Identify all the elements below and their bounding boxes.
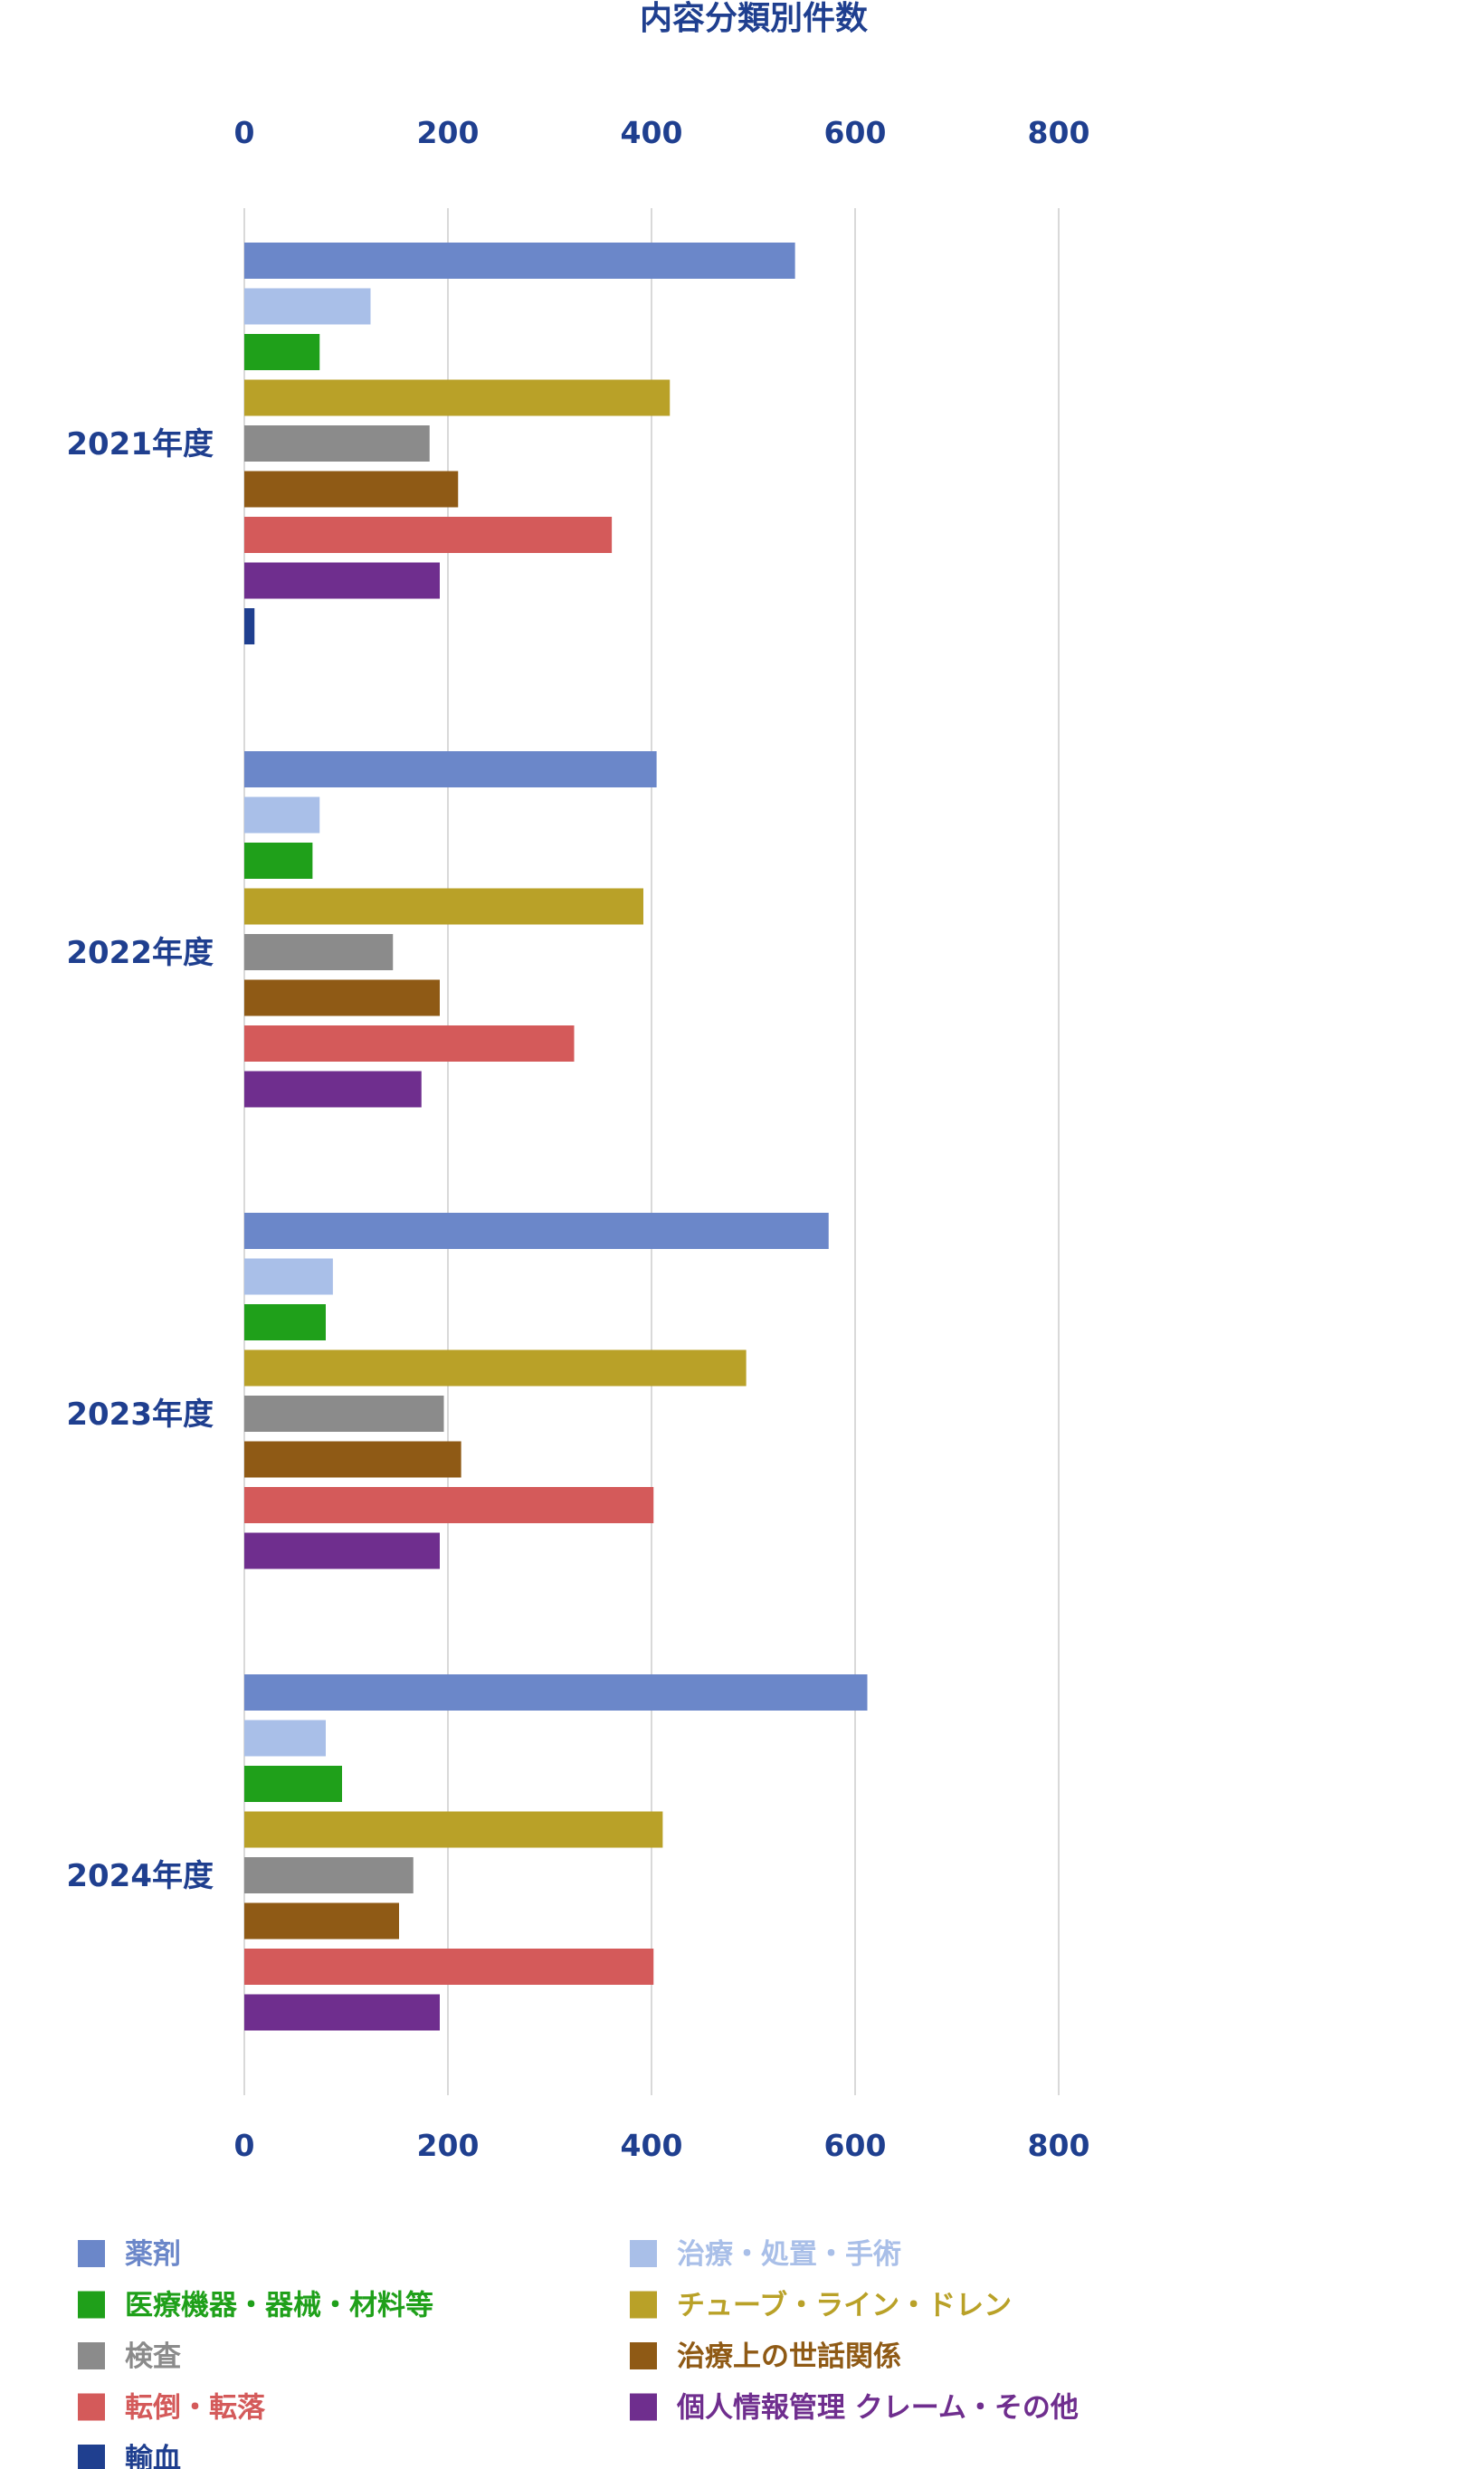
bars bbox=[244, 243, 868, 2031]
x-tick-label-bottom: 600 bbox=[824, 2128, 887, 2163]
bar bbox=[244, 334, 320, 370]
x-axis-bottom: 0 200 400 600 800 bbox=[234, 2128, 1090, 2163]
bar bbox=[244, 243, 795, 279]
bar bbox=[244, 1902, 399, 1940]
legend-label: 治療・処置・手術 bbox=[677, 2238, 901, 2271]
legend-label: 輸血 bbox=[125, 2443, 181, 2469]
x-tick-label-bottom: 200 bbox=[417, 2128, 480, 2163]
category-label: 2022年度 bbox=[66, 935, 214, 971]
x-tick-label-top: 200 bbox=[417, 115, 480, 150]
legend-swatch bbox=[78, 2445, 105, 2469]
bar bbox=[244, 562, 440, 599]
bar bbox=[244, 1949, 654, 1985]
chart-title: 内容分類別件数 bbox=[640, 0, 868, 37]
bar bbox=[244, 1766, 342, 1802]
bar bbox=[244, 1071, 422, 1108]
bar bbox=[244, 796, 320, 834]
legend-swatch bbox=[78, 2393, 105, 2421]
legend-swatch bbox=[630, 2291, 657, 2319]
x-tick-label-bottom: 800 bbox=[1028, 2128, 1090, 2163]
legend-swatch bbox=[630, 2393, 657, 2421]
x-tick-label-bottom: 400 bbox=[621, 2128, 683, 2163]
bar bbox=[244, 1213, 829, 1249]
legend-swatch bbox=[630, 2342, 657, 2369]
bar bbox=[244, 1720, 326, 1757]
y-axis-categories: 2021年度 2022年度 2023年度 2024年度 bbox=[66, 426, 214, 1894]
bar bbox=[244, 1857, 414, 1893]
bar bbox=[244, 1811, 663, 1848]
bar bbox=[244, 1349, 747, 1387]
bar bbox=[244, 1025, 575, 1062]
x-tick-label-top: 0 bbox=[234, 115, 255, 150]
category-label: 2021年度 bbox=[66, 426, 214, 462]
bar bbox=[244, 379, 671, 416]
x-axis-top: 0 200 400 600 800 bbox=[234, 115, 1090, 150]
bar bbox=[244, 979, 440, 1016]
legend-label: 転倒・転落 bbox=[125, 2392, 266, 2425]
x-tick-label-top: 400 bbox=[621, 115, 683, 150]
bar bbox=[244, 843, 313, 879]
legend-label: 薬剤 bbox=[125, 2238, 181, 2271]
legend-label: 医療機器・器械・材料等 bbox=[125, 2290, 433, 2322]
bar bbox=[244, 1532, 440, 1569]
legend-swatch bbox=[78, 2291, 105, 2319]
bar bbox=[244, 517, 613, 553]
bar bbox=[244, 1994, 440, 2031]
bar bbox=[244, 425, 430, 462]
category-label: 2023年度 bbox=[66, 1397, 214, 1433]
legend-swatch bbox=[78, 2342, 105, 2369]
bar bbox=[244, 288, 371, 325]
legend-label: 個人情報管理 クレーム・その他 bbox=[676, 2392, 1079, 2425]
legend-swatch bbox=[78, 2240, 105, 2267]
legend-swatch bbox=[630, 2240, 657, 2267]
legend-label: 治療上の世話関係 bbox=[677, 2340, 901, 2373]
bar bbox=[244, 888, 643, 925]
bar bbox=[244, 1396, 444, 1432]
legend-label: チューブ・ライン・ドレン bbox=[677, 2290, 1012, 2322]
x-tick-label-top: 600 bbox=[824, 115, 887, 150]
category-label: 2024年度 bbox=[66, 1858, 214, 1894]
bar bbox=[244, 934, 394, 970]
x-tick-label-bottom: 0 bbox=[234, 2128, 255, 2163]
bar bbox=[244, 1304, 326, 1340]
bar bbox=[244, 471, 459, 508]
bar bbox=[244, 1441, 461, 1478]
bar bbox=[244, 751, 657, 787]
x-tick-label-top: 800 bbox=[1028, 115, 1090, 150]
legend-label: 検査 bbox=[125, 2340, 181, 2373]
bar bbox=[244, 1258, 333, 1295]
bar bbox=[244, 1674, 868, 1711]
bar bbox=[244, 1487, 654, 1523]
bar bbox=[244, 608, 255, 644]
